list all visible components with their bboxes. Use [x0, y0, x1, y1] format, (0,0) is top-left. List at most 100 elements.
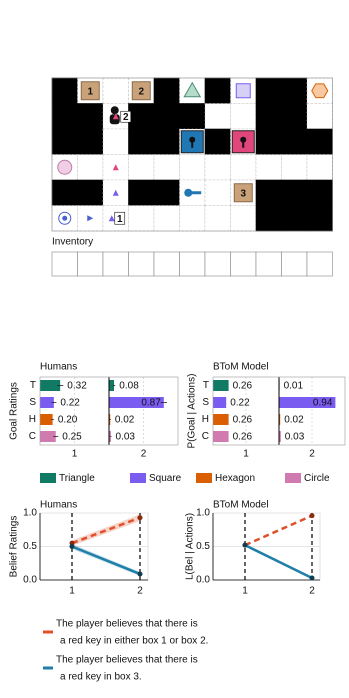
chart-title: Humans: [40, 362, 77, 373]
legend-swatch: [285, 473, 301, 483]
wall-cell: [128, 128, 155, 155]
player-head: [110, 106, 119, 115]
inventory-slot: [281, 251, 308, 277]
plot-frame: [39, 376, 179, 446]
box: [131, 81, 151, 101]
floor-cell: [153, 154, 180, 181]
y-tick-label: 1.0: [196, 508, 210, 519]
series-line: [71, 545, 141, 576]
y-axis-label: P(Goal | Actions): [187, 374, 198, 449]
triangle-gem: [183, 81, 202, 98]
legend-label: Triangle: [59, 473, 95, 484]
wall-cell: [281, 179, 308, 206]
inventory-slot: [77, 251, 104, 277]
inventory-slot: [102, 251, 129, 277]
y-tick-label: H: [202, 414, 209, 425]
wall-cell: [153, 77, 180, 104]
value-label: 0.20: [58, 415, 78, 426]
wall-cell: [77, 179, 104, 206]
value-label: 0.26: [233, 381, 253, 392]
start-ring: [58, 211, 72, 225]
box: [233, 183, 253, 203]
legend-label: The player believes that there is: [56, 655, 198, 666]
wall-cell: [281, 128, 308, 155]
data-point: [137, 571, 143, 577]
inventory-slot: [255, 251, 282, 277]
y-tick-label: 0.0: [196, 575, 210, 586]
legend-label: Hexagon: [215, 473, 255, 484]
floor-cell: [204, 205, 231, 232]
floor-cell: [306, 103, 333, 130]
square-gem: [235, 83, 251, 99]
value-label: 0.22: [60, 398, 80, 409]
chart-title: BToM Model: [213, 500, 269, 511]
x-tick-label: 1: [243, 449, 249, 460]
keyhole-slot: [242, 141, 245, 148]
y-tick-label: T: [203, 380, 209, 391]
wall-cell: [255, 179, 282, 206]
y-tick-label: 0.5: [23, 541, 37, 552]
value-label: 0.02: [115, 415, 135, 426]
bar: [279, 414, 281, 425]
wall-cell: [306, 128, 333, 155]
y-tick-label: 0.0: [23, 575, 37, 586]
wall-cell: [281, 77, 308, 104]
y-axis-label: L(Bel | Actions): [185, 513, 196, 580]
x-tick-label: 1: [69, 586, 75, 597]
step-tag-label: 1: [117, 214, 123, 225]
floor-cell: [77, 154, 104, 181]
inventory-slot: [153, 251, 180, 277]
bar: [40, 397, 54, 408]
path-arrow: [87, 215, 94, 222]
y-tick-label: 0.5: [196, 541, 210, 552]
data-point: [242, 542, 248, 548]
value-label: 0.03: [116, 432, 136, 443]
inventory-slot: [128, 251, 155, 277]
keyhole: [189, 136, 196, 143]
box: [80, 81, 100, 101]
x-tick-label: 2: [309, 586, 315, 597]
y-tick-label: C: [29, 431, 36, 442]
floor-cell: [179, 205, 206, 232]
box-label: 2: [138, 86, 144, 97]
data-point: [309, 513, 315, 519]
wall-cell: [306, 205, 333, 232]
bar: [213, 431, 229, 442]
bar: [40, 380, 61, 391]
chart-title: Humans: [40, 500, 77, 511]
y-tick-label: 1.0: [23, 508, 37, 519]
start-dot: [62, 215, 68, 221]
floor-cell: [102, 77, 129, 104]
keyhole-slot: [191, 141, 194, 148]
floor-cell: [153, 205, 180, 232]
circle-gem: [57, 159, 73, 175]
value-label: 0.03: [285, 432, 305, 443]
value-label: 0.22: [230, 398, 250, 409]
floor-cell: [230, 205, 257, 232]
floor-cell: [230, 103, 257, 130]
wall-cell: [255, 77, 282, 104]
inventory-label: Inventory: [52, 237, 93, 248]
value-label: 0.32: [67, 381, 87, 392]
wall-cell: [77, 103, 104, 130]
wall-cell: [51, 103, 78, 130]
y-tick-label: S: [202, 397, 209, 408]
y-tick-label: H: [29, 414, 36, 425]
legend-label: Square: [149, 473, 182, 484]
player-tag-label: 2: [123, 112, 129, 123]
floor-cell: [179, 154, 206, 181]
wall-cell: [128, 103, 155, 130]
wall-cell: [51, 77, 78, 104]
value-label: 0.08: [119, 381, 139, 392]
y-tick-label: C: [202, 431, 209, 442]
y-tick-label: T: [30, 380, 36, 391]
inventory-slot: [51, 251, 78, 277]
floor-cell: [255, 154, 282, 181]
bar: [109, 397, 164, 408]
wall-cell: [204, 77, 231, 104]
wall-cell: [153, 128, 180, 155]
y-axis-label: Goal Ratings: [9, 382, 20, 440]
x-tick-label: 1: [242, 586, 248, 597]
legend-label: a red key in either box 1 or box 2.: [60, 636, 208, 647]
wall-cell: [255, 103, 282, 130]
